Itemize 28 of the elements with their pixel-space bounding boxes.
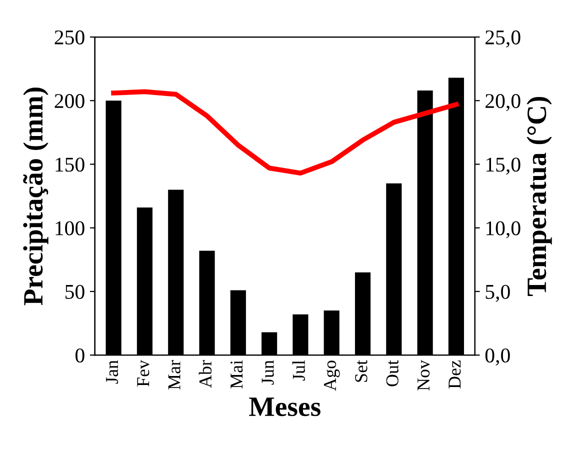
x-tick-label: Jul (292, 360, 305, 381)
y-tick-label: 250 (54, 30, 84, 44)
y-tick-label: 100 (56, 221, 84, 236)
y2-tick-label: 10,0 (486, 221, 520, 238)
y2-tick-label: 25,0 (486, 30, 520, 48)
y-tick-label: 50 (66, 284, 84, 299)
x-tick-label: Abr (198, 360, 212, 388)
y2-tick-label: 15,0 (486, 158, 520, 175)
y2-tick-label: 20,0 (486, 94, 520, 112)
x-tick-label: Mar (168, 360, 180, 390)
y-tick-label: 200 (54, 94, 84, 108)
x-tick-label: Dez (448, 360, 461, 388)
line-series (111, 89, 459, 176)
x-tick-label: Nov (418, 360, 430, 391)
y-tick-label: 150 (56, 158, 84, 172)
x-tick-label: Mai (230, 360, 243, 389)
x-tick-label: Jan (106, 360, 118, 384)
x-tick-label: Fev (137, 360, 150, 387)
x-tick-label: Ago (324, 360, 340, 391)
x-tick-label: Set (355, 360, 368, 382)
x-tick-label: Jun (262, 360, 274, 385)
y2-tick-label: 5,0 (486, 284, 510, 302)
y-tick-label: 0 (76, 348, 84, 363)
y2-axis-title: Temperatua (°C) (526, 96, 552, 296)
x-axis-title: Meses (249, 398, 320, 416)
y-axis-title: Precipitação (mm) (23, 88, 48, 306)
y2-tick-label: 0,0 (485, 348, 510, 366)
x-tick-label: Out (386, 360, 398, 386)
